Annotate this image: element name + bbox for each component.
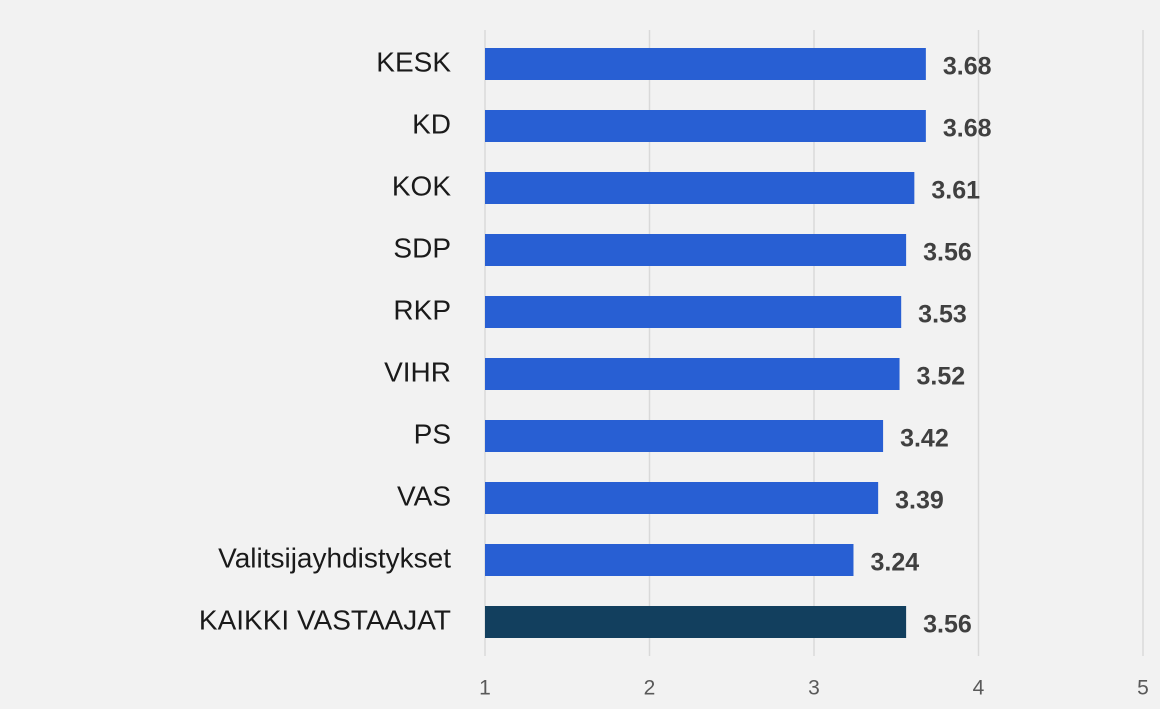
value-label: 3.61 (931, 177, 980, 205)
category-label: KESK (376, 46, 451, 77)
value-label: 3.68 (943, 115, 992, 143)
value-label: 3.24 (870, 549, 919, 577)
bar (485, 606, 907, 638)
value-label: 3.39 (895, 487, 944, 515)
bar (485, 296, 902, 328)
category-label: VAS (397, 480, 451, 511)
category-label: KOK (392, 170, 451, 201)
x-tick-label: 4 (973, 677, 985, 700)
category-label: PS (414, 418, 451, 449)
category-label: KD (412, 108, 451, 139)
bar (485, 482, 879, 514)
bar (485, 234, 907, 266)
bar (485, 358, 900, 390)
category-label: SDP (393, 232, 451, 263)
bar (485, 48, 926, 80)
x-tick-label: 1 (479, 677, 491, 700)
x-tick-label: 3 (808, 677, 820, 700)
bar (485, 420, 884, 452)
value-label: 3.68 (943, 53, 992, 81)
bar (485, 110, 926, 142)
x-tick-label: 5 (1137, 677, 1149, 700)
bar (485, 544, 854, 576)
value-label: 3.52 (917, 363, 966, 391)
value-label: 3.56 (923, 239, 972, 267)
category-label: KAIKKI VASTAAJAT (199, 604, 451, 635)
x-tick-label: 2 (644, 677, 656, 700)
value-label: 3.56 (923, 611, 972, 639)
category-label: RKP (393, 294, 451, 325)
value-label: 3.42 (900, 425, 949, 453)
category-label: VIHR (384, 356, 451, 387)
bar (485, 172, 915, 204)
category-label: Valitsijayhdistykset (218, 542, 451, 573)
value-label: 3.53 (918, 301, 967, 329)
